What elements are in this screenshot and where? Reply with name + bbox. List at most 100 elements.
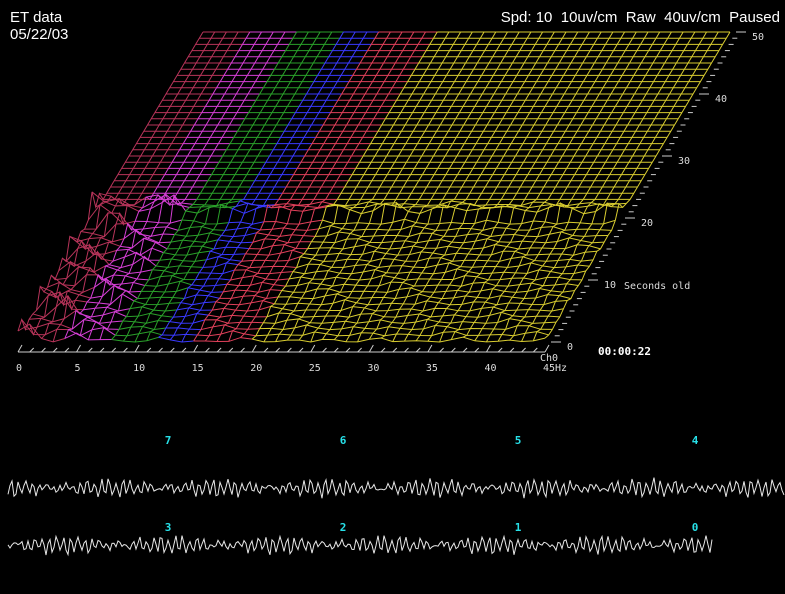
- eeg-trace: [7, 477, 785, 499]
- x-axis-tick: [134, 344, 140, 353]
- x-tick-label: 25: [309, 363, 321, 374]
- grid-column: [17, 31, 204, 332]
- grid-column: [111, 31, 298, 340]
- grid-column: [450, 31, 637, 340]
- x-axis-tick: [462, 347, 468, 353]
- x-axis-tick: [544, 344, 550, 353]
- x-axis-tick: [345, 347, 351, 353]
- x-axis-tick: [146, 347, 152, 353]
- grid-row: [234, 269, 293, 275]
- grid-column: [29, 31, 216, 336]
- grid-row: [197, 330, 257, 337]
- grid-row: [285, 281, 579, 287]
- time-tick-label: 40: [715, 94, 727, 105]
- grid-column: [474, 31, 661, 342]
- x-axis-tick: [474, 347, 480, 353]
- grid-column: [368, 31, 555, 340]
- x-axis-tick: [240, 347, 245, 353]
- eeg-traces: 7 6 5 4 3 2 1 0: [7, 434, 785, 557]
- grid-column: [497, 31, 684, 342]
- channel-label: 5: [515, 434, 522, 447]
- grid-row: [219, 295, 279, 300]
- grid-row: [195, 278, 231, 281]
- grid-row: [274, 299, 568, 306]
- x-axis-tick: [392, 347, 398, 353]
- grid-column: [169, 31, 356, 341]
- grid-row: [176, 307, 213, 311]
- grid-row: [221, 232, 257, 238]
- grid-column: [286, 31, 473, 341]
- x-axis-tick: [64, 347, 70, 353]
- x-axis-tick: [415, 347, 421, 353]
- grid-row: [225, 226, 261, 231]
- x-axis-tick: [17, 344, 23, 353]
- grid-row: [263, 318, 557, 324]
- x-axis-tick: [275, 347, 280, 353]
- grid-row: [199, 269, 235, 275]
- grid-column: [298, 31, 485, 341]
- grid-row: [217, 239, 253, 244]
- grid-row: [252, 336, 546, 343]
- x-tick-label: 0: [16, 363, 22, 374]
- grid-column: [380, 31, 567, 339]
- grid-row: [212, 305, 271, 312]
- grid-column: [544, 31, 731, 339]
- x-axis-tick: [76, 344, 81, 353]
- grid-row: [259, 324, 553, 331]
- grid-row: [228, 221, 265, 225]
- grid-column: [228, 31, 415, 342]
- grid-row: [303, 250, 597, 256]
- grid-row: [241, 256, 301, 262]
- grid-column: [251, 31, 438, 340]
- channel-label: 1: [515, 521, 522, 534]
- grid-column: [158, 31, 344, 338]
- grid-row: [169, 319, 205, 324]
- x-axis-tick: [123, 347, 128, 353]
- grid-row: [173, 313, 209, 318]
- grid-row: [237, 264, 297, 269]
- grid-row: [256, 232, 316, 237]
- grid-row: [255, 331, 549, 337]
- time-axis-label: Seconds old: [624, 281, 690, 292]
- grid-row: [270, 305, 564, 312]
- grid-row: [311, 237, 605, 244]
- x-axis-tick: [111, 347, 117, 353]
- x-tick-label: 40: [484, 363, 496, 374]
- grid-row: [202, 262, 239, 268]
- spectrum-surface: [17, 31, 731, 343]
- grid-row: [226, 281, 286, 287]
- x-axis-tick: [322, 347, 327, 353]
- x-axis-tick: [450, 347, 456, 353]
- grid-row: [165, 327, 202, 331]
- grid-row: [188, 287, 224, 293]
- title: ET data: [10, 9, 63, 26]
- x-axis-tick: [509, 347, 515, 353]
- x-axis-tick: [497, 347, 503, 353]
- channel-label: 6: [340, 434, 347, 447]
- grid-row: [278, 293, 572, 300]
- x-axis-tick: [357, 347, 362, 353]
- grid-row: [300, 256, 594, 262]
- grid-row: [249, 244, 308, 250]
- grid-column: [134, 31, 321, 343]
- grid-row: [204, 319, 264, 324]
- channel-label: 2: [340, 521, 347, 534]
- grid-column: [181, 31, 368, 343]
- grid-column: [521, 31, 708, 342]
- grid-row: [252, 238, 312, 244]
- x-tick-label: 10: [133, 363, 145, 374]
- grid-column: [87, 31, 274, 341]
- eeg-trace: [7, 534, 713, 557]
- grid-column: [204, 31, 391, 342]
- x-axis-tick: [193, 344, 199, 353]
- grid-row: [271, 204, 331, 209]
- x-axis-tick: [29, 347, 35, 353]
- x-tick-label: 45Hz: [543, 363, 567, 374]
- channel-label: Ch0: [540, 353, 558, 364]
- grid-row: [191, 283, 228, 287]
- grid-row: [180, 301, 216, 306]
- x-axis-tick: [228, 347, 234, 353]
- grid-row: [289, 274, 583, 281]
